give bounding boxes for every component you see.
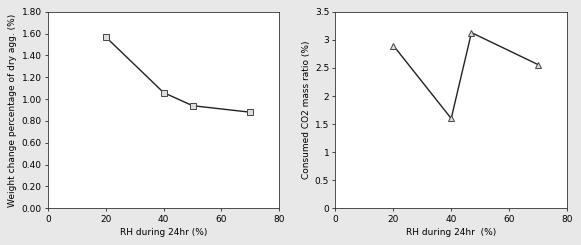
Y-axis label: Weight change percentage of dry agg. (%): Weight change percentage of dry agg. (%) <box>8 13 17 207</box>
X-axis label: RH during 24hr  (%): RH during 24hr (%) <box>406 228 496 237</box>
Y-axis label: Consumed CO2 mass ratio (%): Consumed CO2 mass ratio (%) <box>302 41 311 179</box>
X-axis label: RH during 24hr (%): RH during 24hr (%) <box>120 228 207 237</box>
